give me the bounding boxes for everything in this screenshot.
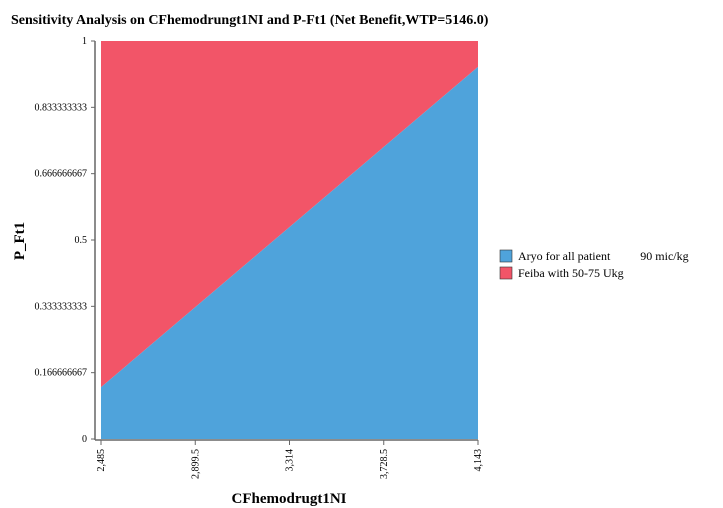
x-tick-label: 3,314 xyxy=(285,449,296,472)
y-ticks: 0 0.166666667 0.333333333 0.5 0.666666667 0.8… xyxy=(35,36,95,445)
chart-title: Sensitivity Analysis on CFhemodrungt1NI … xyxy=(11,13,489,28)
legend: Aryo for all patient 90 mic/kg Feiba with… xyxy=(499,249,689,280)
y-tick-label: 0.833333333 xyxy=(35,102,88,113)
x-tick-label: 4,143 xyxy=(473,449,484,472)
x-tick-label: 3,728.5 xyxy=(379,449,390,479)
x-ticks: 2,485 2,899.5 3,314 3,728.5 4,143 xyxy=(96,440,484,479)
legend-label: Feiba with 50-75 Ukg xyxy=(518,266,624,280)
region-feiba xyxy=(101,41,478,388)
y-tick-label: 0.666666667 xyxy=(35,169,88,180)
y-tick-label: 1 xyxy=(82,36,87,47)
y-tick-label: 0 xyxy=(82,434,87,445)
y-axis-label: P_Ft1 xyxy=(12,222,28,260)
y-tick-label: 0.333333333 xyxy=(35,301,88,312)
y-tick-label: 0.166666667 xyxy=(35,368,88,379)
region-aryo xyxy=(101,66,478,440)
x-axis-label: CFhemodrugt1NI xyxy=(232,491,347,507)
x-tick-label: 2,485 xyxy=(96,449,107,472)
legend-label: Aryo for all patient 90 mic/kg xyxy=(518,249,689,263)
legend-swatch xyxy=(499,266,513,280)
x-tick-label: 2,899.5 xyxy=(190,449,201,479)
y-tick-label: 0.5 xyxy=(75,235,88,246)
legend-swatch xyxy=(499,249,513,263)
plot-area xyxy=(101,41,478,440)
